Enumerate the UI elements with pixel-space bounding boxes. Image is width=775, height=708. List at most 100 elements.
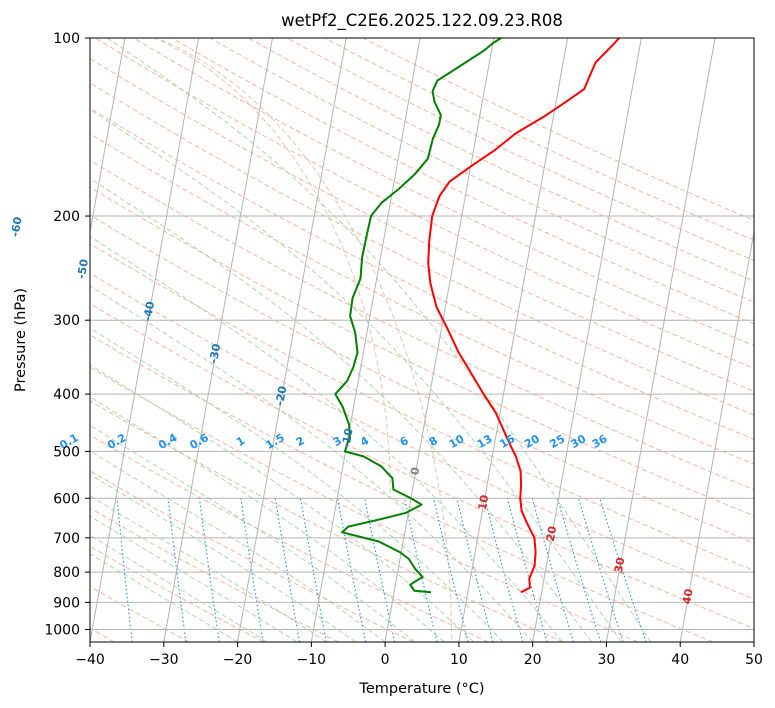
dewpoint-profile — [334, 38, 502, 594]
isotherm-label: 10 — [476, 493, 492, 511]
background-curve — [156, 38, 453, 642]
isotherm-label: 40 — [680, 588, 696, 606]
x-tick-label: 10 — [450, 652, 468, 668]
mixing-ratio-line — [484, 498, 524, 642]
mixing-ratio-line — [531, 498, 575, 642]
temperature-profile — [427, 38, 620, 594]
mixing-ratio-label: 0.4 — [156, 431, 180, 452]
y-tick-label: 700 — [53, 531, 80, 547]
moist-adiabat — [90, 327, 504, 642]
isotherm-label: -50 — [75, 258, 91, 280]
moist-adiabat — [90, 235, 563, 642]
chart-title: wetPf2_C2E6.2025.122.09.23.R08 — [281, 11, 563, 31]
mixing-ratio-line — [578, 498, 624, 642]
mixing-ratio-label: 0.6 — [188, 431, 212, 452]
x-tick-label: 20 — [524, 652, 542, 668]
isotherm-label: 30 — [612, 556, 628, 574]
mixing-ratio-label: 16 — [497, 432, 517, 451]
moist-adiabat — [90, 108, 622, 642]
moist-adiabat — [90, 534, 268, 642]
dry-adiabat — [90, 243, 754, 572]
mixing-ratio-label: 4 — [358, 434, 371, 449]
x-tick-label: 0 — [381, 652, 390, 668]
dry-adiabat — [90, 107, 754, 440]
background-lines — [90, 38, 754, 642]
isotherm-label: 0 — [408, 466, 422, 476]
isotherm-line — [753, 639, 754, 642]
mixing-ratio-line — [337, 498, 367, 642]
y-tick-label: 300 — [53, 313, 80, 329]
dry-adiabat — [90, 133, 754, 465]
isotherm-label: -30 — [207, 342, 223, 364]
dry-adiabat — [248, 38, 754, 282]
y-tick-label: 500 — [53, 444, 80, 460]
isotherm-line — [237, 38, 347, 642]
dry-adiabat — [362, 38, 754, 221]
isotherm-label: -20 — [273, 385, 289, 407]
isotherm-line — [532, 38, 642, 642]
background-curve — [152, 38, 391, 495]
y-tick-label: 900 — [53, 595, 80, 611]
axes: −40 −30 −20 −10 0 10 20 30 40 5010020030040050060… — [44, 31, 763, 668]
isotherm-line — [310, 38, 421, 642]
y-axis-title: Pressure (hPa) — [13, 288, 29, 392]
mixing-ratio-label: 30 — [568, 432, 588, 451]
dry-adiabat — [90, 434, 489, 642]
isotherm-label: 20 — [544, 525, 560, 543]
mixing-ratio-label: 10 — [447, 432, 467, 451]
mixing-ratio-label: 36 — [590, 432, 610, 451]
mixing-ratio-line — [599, 498, 647, 642]
x-tick-label: 50 — [745, 652, 763, 668]
y-tick-label: 600 — [53, 491, 80, 507]
dry-adiabat — [90, 272, 754, 600]
isotherm-label: -10 — [339, 427, 355, 449]
moist-adiabat — [90, 553, 238, 642]
dry-adiabat — [90, 186, 754, 517]
moist-adiabat — [90, 473, 356, 642]
dry-adiabat — [90, 334, 713, 642]
dry-adiabat — [90, 399, 564, 642]
dry-adiabat — [95, 38, 754, 369]
mixing-ratio-line — [433, 498, 469, 642]
x-tick-label: 40 — [671, 652, 689, 668]
y-tick-label: 800 — [53, 565, 80, 581]
dry-adiabat — [90, 302, 754, 630]
isotherm-line — [90, 38, 200, 642]
y-tick-label: 200 — [53, 209, 80, 225]
mixing-ratio-label: 20 — [522, 432, 542, 451]
mixing-ratio-label: 2 — [294, 434, 307, 449]
moist-adiabat — [90, 450, 386, 642]
dry-adiabat — [90, 470, 414, 642]
isotherm-line — [679, 229, 754, 642]
profile-lines — [334, 38, 620, 594]
x-tick-label: −40 — [75, 652, 105, 668]
y-tick-label: 100 — [53, 31, 80, 47]
moist-adiabat — [106, 38, 652, 642]
plot-frame — [89, 37, 755, 643]
isotherm-label: -60 — [8, 216, 24, 238]
mixing-ratio-line — [557, 498, 602, 642]
grid-lines — [90, 38, 754, 642]
isotherm-line — [458, 38, 569, 642]
mixing-ratio-line — [116, 498, 133, 642]
x-tick-label: −20 — [223, 652, 253, 668]
moist-adiabat — [90, 177, 593, 642]
moist-adiabat — [90, 285, 534, 642]
y-tick-label: 1000 — [44, 622, 80, 638]
x-tick-label: −30 — [149, 652, 179, 668]
x-tick-label: 30 — [598, 652, 616, 668]
moist-adiabat — [90, 495, 327, 642]
dry-adiabat — [209, 38, 754, 303]
mixing-ratio-label: 6 — [398, 434, 411, 449]
dry-adiabat — [90, 366, 638, 642]
isotherm-label: -40 — [141, 300, 157, 322]
dry-adiabat — [90, 507, 339, 642]
dry-adiabat — [90, 57, 754, 392]
dry-adiabat — [171, 38, 754, 325]
mixing-ratio-label: 1 — [234, 434, 247, 449]
isotherm-line — [163, 38, 273, 642]
x-axis-title: Temperature (°C) — [358, 681, 484, 697]
moist-adiabat — [90, 515, 297, 642]
mixing-ratio-line — [456, 498, 494, 642]
